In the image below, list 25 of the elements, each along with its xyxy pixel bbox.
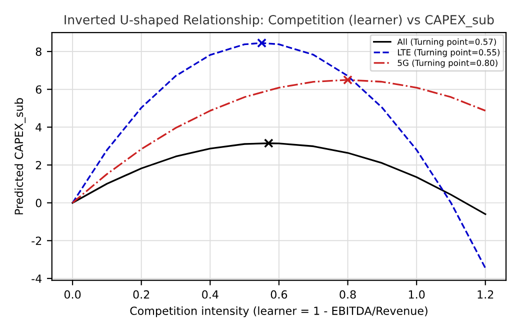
point	[343, 75, 352, 85]
legend-label: All (Turning point=0.57)	[397, 38, 496, 46]
y-axis-title: Predicted CAPEX_sub	[14, 98, 26, 214]
y-tick-label: 4	[36, 123, 42, 132]
y-tick-label: 2	[36, 160, 42, 170]
point	[257, 38, 266, 48]
y-tick-label: -4	[32, 274, 42, 283]
x-tick-label: 1.2	[478, 290, 494, 299]
y-tick-label: 8	[36, 47, 42, 56]
legend-label: 5G (Turning point=0.80)	[398, 60, 498, 68]
line-series	[72, 142, 486, 215]
x-tick-label: 0.8	[340, 290, 356, 299]
x-tick-label: 0.4	[202, 290, 218, 299]
x-axis-title: Competition intensity (learner = 1 - EBITDA/Revenue)	[130, 306, 428, 318]
line-series	[72, 79, 486, 204]
y-tick-label: -2	[32, 236, 42, 245]
x-tick-label: 0.2	[133, 290, 150, 299]
chart-title: Inverted U-shaped Relationship: Competition (learner) vs CAPEX_sub	[64, 14, 494, 28]
x-tick-label: 0.6	[270, 290, 288, 299]
y-tick-label: 0	[36, 198, 42, 208]
x-tick-label: 1.0	[408, 290, 425, 299]
legend-label: LTE (Turning point=0.55)	[398, 49, 500, 58]
x-tick-label: 0.0	[64, 290, 81, 299]
point	[264, 138, 274, 148]
y-tick-label: 6	[36, 85, 42, 94]
